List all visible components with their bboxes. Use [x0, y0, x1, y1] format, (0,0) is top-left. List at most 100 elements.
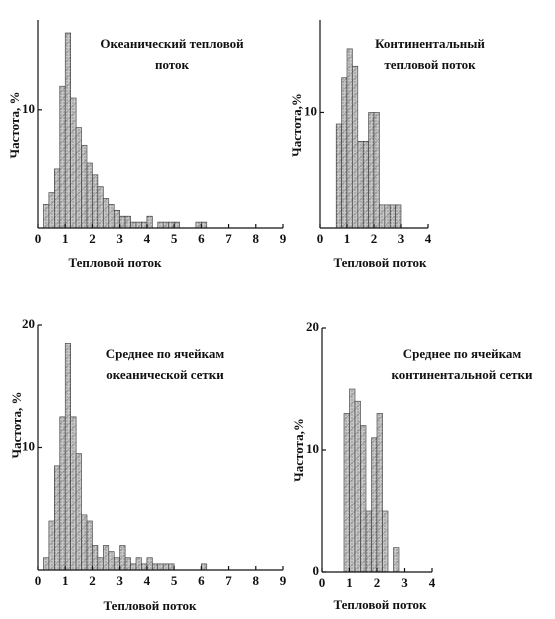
x-tick-label: 7 — [225, 573, 232, 588]
x-tick-label: 4 — [425, 231, 432, 246]
bar-hatch — [114, 557, 120, 570]
bar-hatch — [201, 222, 207, 228]
bar-hatch — [130, 222, 136, 228]
bar-hatch — [59, 86, 66, 228]
bar-hatch — [54, 168, 60, 228]
bar-hatch — [384, 204, 391, 228]
x-tick-label: 6 — [198, 573, 205, 588]
bar-hatch — [48, 521, 55, 570]
bar-hatch — [168, 563, 175, 570]
chart-title: Океанический тепловой — [100, 36, 244, 51]
chart-title: океанической сетки — [106, 367, 224, 382]
chart-title: континентальной сетки — [391, 367, 533, 382]
bar-hatch — [54, 465, 60, 570]
chart-title: Континентальный — [375, 36, 485, 51]
x-tick-label: 3 — [116, 231, 123, 246]
y-tick-label: 20 — [306, 319, 319, 334]
x-tick-label: 4 — [429, 575, 436, 590]
x-tick-label: 3 — [398, 231, 405, 246]
bar-hatch — [81, 514, 87, 570]
bar-hatch — [366, 511, 372, 572]
bar-hatch — [360, 425, 366, 572]
bar-hatch — [108, 204, 115, 228]
y-axis-label: Частота,% — [289, 93, 304, 157]
x-tick-label: 1 — [62, 573, 69, 588]
bar-hatch — [108, 551, 115, 570]
bar-hatch — [76, 453, 82, 570]
y-tick-label: 20 — [22, 316, 35, 331]
bar-hatch — [70, 98, 77, 228]
bar-hatch — [65, 343, 71, 570]
bar-hatch — [76, 127, 82, 228]
chart-title: поток — [155, 57, 190, 72]
bar-hatch — [195, 222, 202, 228]
x-tick-label: 9 — [280, 573, 287, 588]
bar-hatch — [344, 413, 350, 572]
y-axis-label: Частота,% — [291, 418, 306, 482]
x-tick-label: 9 — [280, 231, 287, 246]
y-tick-label: 10 — [304, 103, 317, 118]
bar-hatch — [395, 204, 401, 228]
x-tick-label: 3 — [401, 575, 408, 590]
x-axis-label: Тепловой поток — [333, 255, 427, 270]
bar-hatch — [43, 204, 49, 228]
bar-hatch — [377, 413, 383, 572]
bar-hatch — [43, 557, 49, 570]
bar-hatch — [141, 563, 147, 570]
bar-hatch — [87, 163, 93, 228]
bar-hatch — [379, 204, 385, 228]
bar-hatch — [201, 563, 207, 570]
y-axis-label: Частота, % — [7, 92, 22, 159]
x-tick-label: 2 — [374, 575, 381, 590]
chart-title: Среднее по ячейкам — [106, 346, 225, 361]
bar-hatch — [130, 563, 136, 570]
bar-hatch — [65, 33, 71, 228]
x-axis-label: Тепловой поток — [103, 598, 197, 613]
bar-hatch — [363, 141, 369, 228]
x-tick-label: 1 — [62, 231, 69, 246]
bar-hatch — [92, 174, 98, 228]
bar-hatch — [341, 77, 347, 229]
x-tick-label: 1 — [346, 575, 353, 590]
x-axis-label: Тепловой поток — [68, 255, 162, 270]
bar-hatch — [87, 521, 93, 570]
x-tick-label: 3 — [116, 573, 123, 588]
x-tick-label: 4 — [144, 231, 151, 246]
bar-hatch — [97, 557, 104, 570]
x-tick-label: 8 — [253, 573, 260, 588]
x-tick-label: 2 — [89, 573, 96, 588]
bar-hatch — [119, 545, 126, 570]
bar-hatch — [355, 401, 361, 572]
bar-hatch — [349, 389, 355, 572]
bar-hatch — [393, 547, 399, 572]
bar-hatch — [125, 557, 131, 570]
y-tick-label: 10 — [22, 438, 35, 453]
bar-hatch — [352, 66, 358, 228]
y-tick-label: 10 — [22, 101, 35, 116]
bar-hatch — [174, 222, 180, 228]
x-tick-label: 1 — [344, 231, 351, 246]
bar-hatch — [119, 216, 126, 228]
bar-hatch — [59, 416, 66, 570]
x-tick-label: 2 — [371, 231, 378, 246]
chart-title: тепловой поток — [384, 57, 476, 72]
bar-hatch — [390, 204, 396, 228]
x-tick-label: 0 — [317, 231, 324, 246]
bar-hatch — [347, 48, 353, 229]
bar-hatch — [125, 216, 131, 228]
x-tick-label: 0 — [35, 573, 42, 588]
bar-hatch — [382, 511, 388, 572]
x-tick-label: 8 — [253, 231, 260, 246]
bar-hatch — [163, 563, 169, 570]
chart-title: Среднее по ячейкам — [403, 346, 522, 361]
x-tick-label: 2 — [89, 231, 96, 246]
bar-hatch — [368, 112, 374, 228]
bar-hatch — [357, 141, 364, 228]
bar-hatch — [103, 198, 109, 228]
x-tick-label: 7 — [225, 231, 232, 246]
bar-hatch — [48, 192, 55, 228]
x-tick-label: 5 — [171, 573, 178, 588]
bar-hatch — [114, 210, 120, 228]
x-tick-label: 5 — [171, 231, 178, 246]
